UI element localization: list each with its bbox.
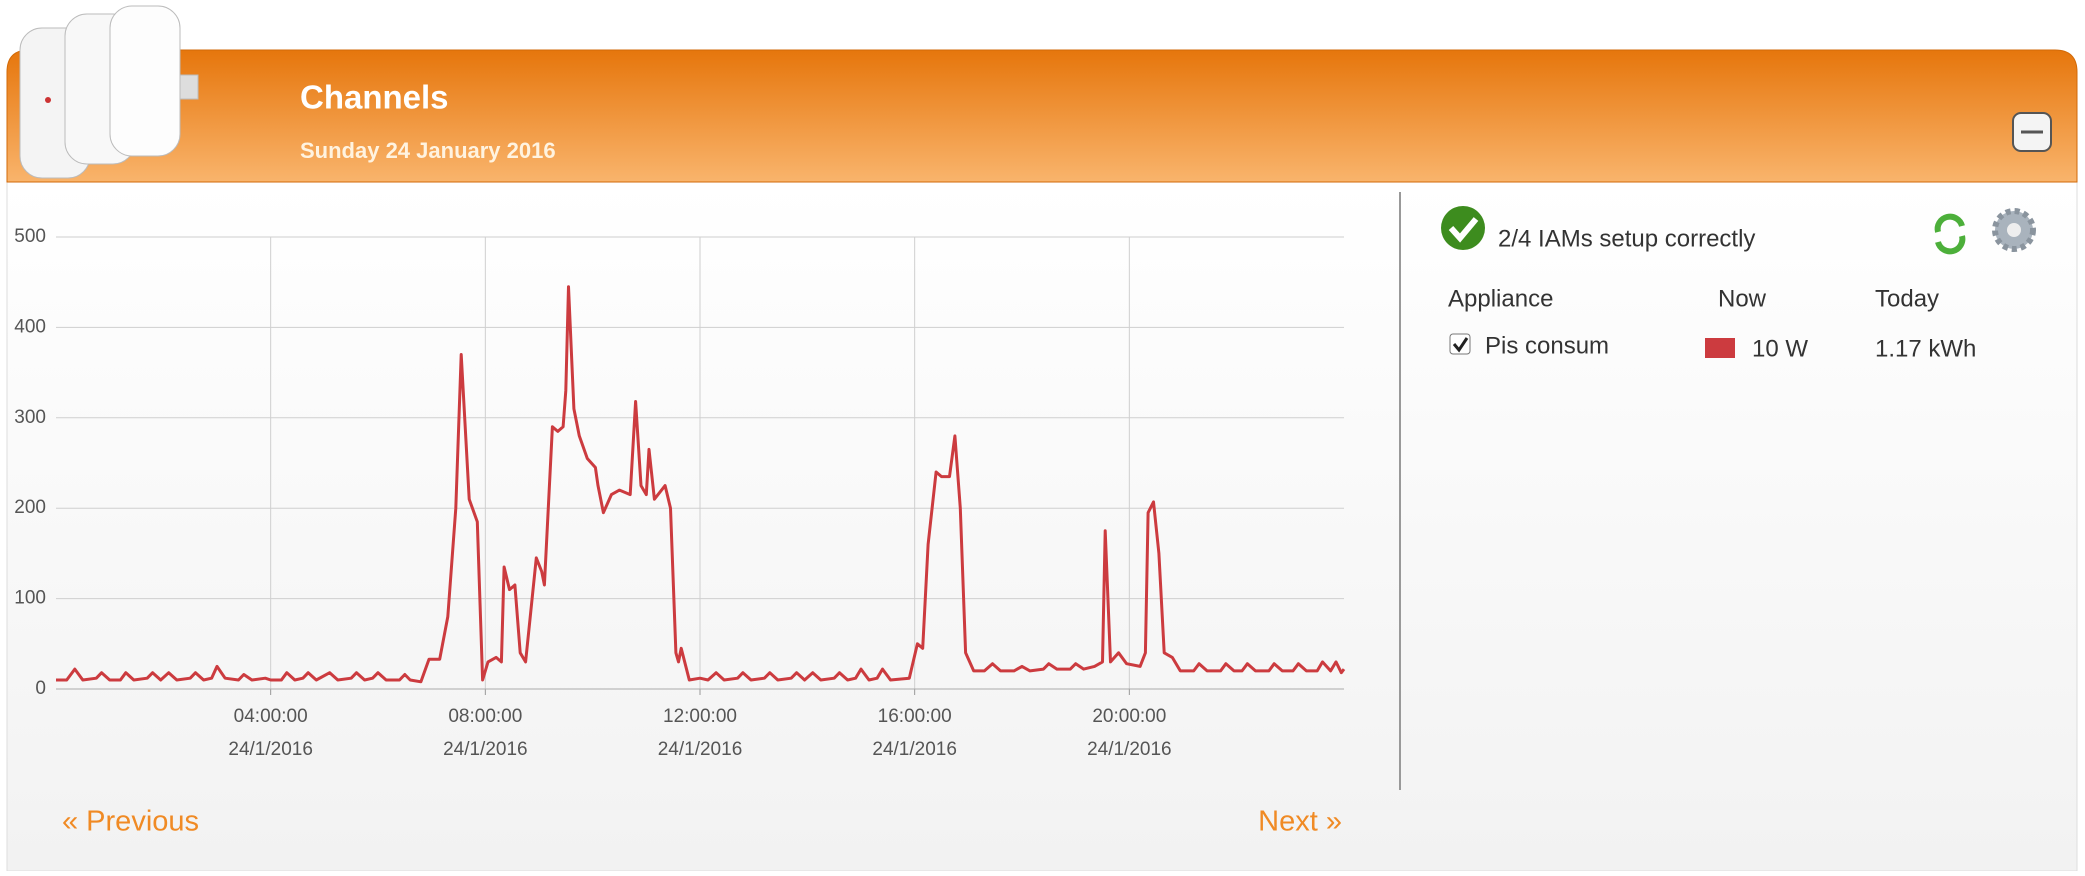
x-tick-label: 24/1/2016 [1087, 739, 1172, 760]
x-tick-label: 24/1/2016 [658, 739, 743, 760]
panel-body [6, 181, 2078, 872]
y-tick-label: 100 [14, 588, 46, 609]
series-swatch [1705, 338, 1735, 358]
appliance-checkbox[interactable] [1449, 333, 1471, 355]
collapse-button[interactable] [2012, 112, 2052, 152]
y-tick-label: 300 [14, 407, 46, 428]
y-tick-label: 0 [35, 678, 46, 699]
y-tick-label: 500 [14, 226, 46, 247]
series-line [56, 285, 1346, 684]
x-tick-label: 20:00:00 [1092, 706, 1166, 727]
next-link[interactable]: Next » [1258, 806, 1342, 838]
x-tick-label: 12:00:00 [663, 706, 737, 727]
device-icon [19, 5, 199, 179]
status-icon [1441, 206, 1485, 250]
column-header: Appliance [1448, 285, 1553, 312]
settings-button[interactable] [1992, 208, 2036, 252]
x-tick-label: 24/1/2016 [443, 739, 528, 760]
x-tick-label: 24/1/2016 [228, 739, 313, 760]
appliance-today: 1.17 kWh [1875, 335, 1976, 362]
panel-title: Channels [300, 79, 449, 116]
column-header: Now [1718, 285, 1767, 312]
appliance-now: 10 W [1752, 335, 1808, 362]
panel-header [6, 49, 2078, 183]
x-tick-label: 08:00:00 [448, 706, 522, 727]
previous-link[interactable]: « Previous [62, 806, 199, 838]
x-tick-label: 04:00:00 [234, 706, 308, 727]
appliance-name: Pis consum [1485, 332, 1609, 359]
x-tick-label: 24/1/2016 [872, 739, 957, 760]
x-tick-label: 16:00:00 [878, 706, 952, 727]
status-text: 2/4 IAMs setup correctly [1498, 225, 1755, 252]
y-tick-label: 200 [14, 497, 46, 518]
refresh-button[interactable] [1934, 213, 1966, 255]
y-tick-label: 400 [14, 316, 46, 337]
column-header: Today [1875, 285, 1939, 312]
panel-date: Sunday 24 January 2016 [300, 138, 556, 163]
